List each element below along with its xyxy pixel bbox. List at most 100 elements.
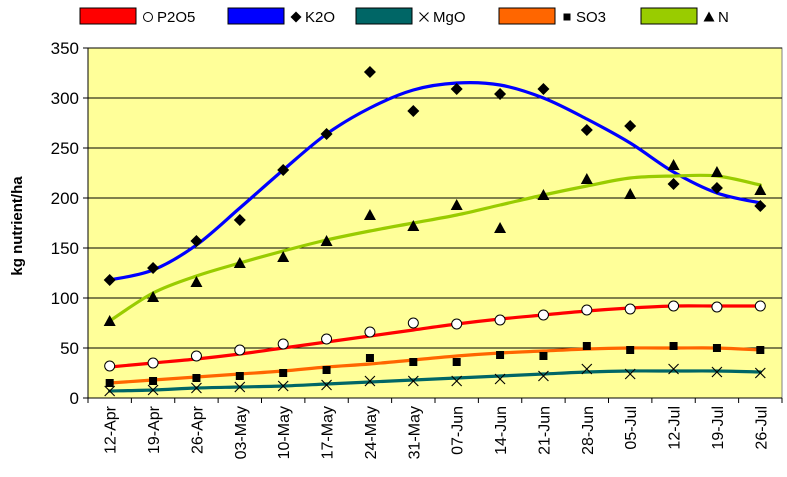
data-point-k2o bbox=[537, 83, 550, 95]
data-point-mgo bbox=[538, 370, 549, 382]
data-point-mgo bbox=[234, 381, 246, 393]
data-point-so3 bbox=[452, 358, 461, 366]
data-point-k2o bbox=[103, 274, 116, 286]
data-point-p2o5 bbox=[537, 309, 549, 321]
data-point-mgo bbox=[104, 385, 116, 397]
x-tick-label: 03-May bbox=[233, 406, 250, 459]
data-point-so3 bbox=[279, 369, 288, 377]
x-tick-label: 28-Jun bbox=[580, 406, 597, 455]
x-tick-label: 19-Jul bbox=[710, 406, 727, 450]
data-point-n bbox=[537, 189, 550, 200]
data-point-p2o5 bbox=[407, 317, 419, 329]
trend-line-n bbox=[108, 173, 762, 323]
data-point-n bbox=[363, 209, 376, 220]
data-point-k2o bbox=[320, 128, 333, 140]
data-point-mgo bbox=[364, 375, 376, 387]
x-tick-label: 26-Apr bbox=[189, 405, 206, 454]
legend-marker-mgo bbox=[419, 12, 429, 22]
legend-swatch-n bbox=[640, 7, 698, 25]
data-point-mgo bbox=[754, 367, 766, 379]
legend-swatch-mgo bbox=[355, 7, 413, 25]
y-axis-title: kg nutrient/ha bbox=[9, 176, 26, 276]
plot-area bbox=[87, 47, 783, 399]
legend-marker-p2o5 bbox=[143, 12, 153, 22]
data-point-p2o5 bbox=[277, 338, 289, 350]
x-tick-label: 26-Jul bbox=[753, 406, 770, 450]
data-point-so3 bbox=[669, 342, 678, 350]
data-point-so3 bbox=[582, 342, 591, 350]
data-point-p2o5 bbox=[234, 344, 246, 356]
data-point-n bbox=[103, 315, 116, 326]
data-point-n bbox=[754, 184, 767, 195]
trend-line-p2o5 bbox=[108, 304, 762, 369]
data-point-p2o5 bbox=[190, 350, 202, 362]
data-point-n bbox=[147, 291, 160, 302]
data-point-so3 bbox=[105, 379, 114, 387]
data-point-k2o bbox=[667, 178, 680, 190]
data-point-n bbox=[710, 166, 723, 177]
legend-label-k2o: K2O bbox=[305, 9, 335, 26]
legend-label-p2o5: P2O5 bbox=[157, 9, 195, 26]
data-point-mgo bbox=[147, 384, 159, 396]
legend-marker-k2o bbox=[290, 11, 302, 23]
data-point-so3 bbox=[235, 372, 244, 380]
x-tick-label: 21-Jun bbox=[536, 406, 553, 455]
x-tick-label: 31-May bbox=[406, 406, 423, 459]
data-point-k2o bbox=[190, 235, 203, 247]
data-point-p2o5 bbox=[451, 318, 463, 330]
y-tick-label: 250 bbox=[51, 139, 79, 158]
data-point-k2o bbox=[233, 214, 246, 226]
x-tick-label: 17-May bbox=[320, 406, 337, 459]
data-point-so3 bbox=[712, 344, 721, 352]
trend-line-k2o bbox=[108, 81, 762, 282]
data-point-p2o5 bbox=[147, 357, 159, 369]
data-point-n bbox=[320, 235, 333, 246]
legend-swatch-p2o5 bbox=[79, 7, 137, 25]
data-point-p2o5 bbox=[624, 303, 636, 315]
data-point-mgo bbox=[277, 380, 289, 392]
data-point-mgo bbox=[668, 363, 679, 375]
data-point-k2o bbox=[494, 88, 507, 100]
data-point-n bbox=[494, 222, 507, 233]
y-tick-label: 50 bbox=[60, 339, 79, 358]
y-tick-label: 200 bbox=[51, 189, 79, 208]
x-tick-label: 05-Jul bbox=[623, 406, 640, 450]
data-point-so3 bbox=[496, 351, 505, 359]
y-tick-label: 350 bbox=[51, 39, 79, 58]
data-point-mgo bbox=[321, 379, 332, 391]
trend-line-mgo bbox=[108, 369, 762, 393]
data-point-mgo bbox=[711, 366, 723, 378]
data-point-k2o bbox=[710, 182, 723, 194]
y-tick-label: 300 bbox=[51, 89, 79, 108]
data-point-so3 bbox=[756, 346, 765, 354]
data-point-so3 bbox=[192, 374, 201, 382]
data-point-k2o bbox=[407, 105, 420, 117]
data-point-mgo bbox=[494, 373, 506, 385]
legend-marker-n bbox=[703, 11, 715, 22]
data-point-k2o bbox=[277, 164, 290, 176]
data-point-n bbox=[450, 199, 463, 210]
data-point-so3 bbox=[539, 352, 548, 360]
data-point-n bbox=[190, 276, 203, 287]
data-point-k2o bbox=[363, 66, 376, 78]
data-point-p2o5 bbox=[668, 300, 680, 312]
data-point-n bbox=[580, 173, 593, 184]
data-point-so3 bbox=[409, 358, 418, 366]
trend-line-so3 bbox=[108, 346, 762, 385]
data-point-p2o5 bbox=[581, 304, 593, 316]
legend-marker-so3 bbox=[563, 13, 571, 21]
data-point-mgo bbox=[581, 363, 593, 375]
data-point-so3 bbox=[322, 366, 331, 374]
data-point-p2o5 bbox=[321, 333, 333, 345]
data-point-p2o5 bbox=[104, 360, 116, 372]
data-point-p2o5 bbox=[754, 300, 766, 312]
data-point-n bbox=[624, 188, 637, 199]
y-tick-label: 0 bbox=[70, 389, 79, 408]
data-point-so3 bbox=[365, 354, 374, 362]
data-point-p2o5 bbox=[711, 301, 723, 313]
x-tick-label: 14-Jun bbox=[493, 406, 510, 455]
data-point-mgo bbox=[407, 375, 419, 387]
data-point-mgo bbox=[191, 382, 202, 394]
